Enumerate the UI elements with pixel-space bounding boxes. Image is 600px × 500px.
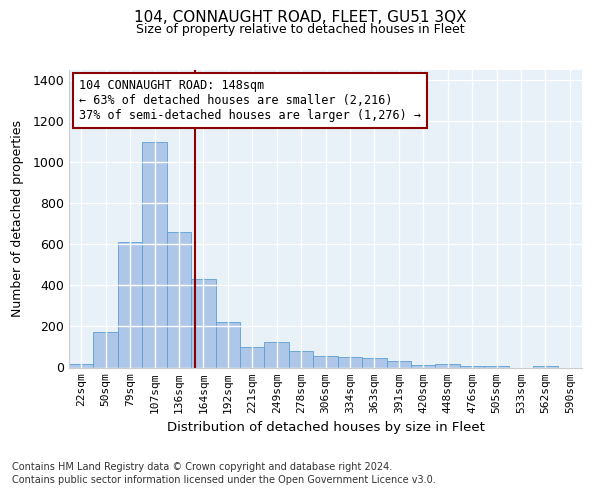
X-axis label: Distribution of detached houses by size in Fleet: Distribution of detached houses by size … <box>167 421 484 434</box>
Bar <box>289 351 313 368</box>
Text: 104 CONNAUGHT ROAD: 148sqm
← 63% of detached houses are smaller (2,216)
37% of s: 104 CONNAUGHT ROAD: 148sqm ← 63% of deta… <box>79 79 421 122</box>
Bar <box>460 366 484 368</box>
Bar <box>313 356 338 368</box>
Text: 104, CONNAUGHT ROAD, FLEET, GU51 3QX: 104, CONNAUGHT ROAD, FLEET, GU51 3QX <box>134 10 466 25</box>
Bar <box>338 357 362 368</box>
Y-axis label: Number of detached properties: Number of detached properties <box>11 120 24 318</box>
Bar <box>215 322 240 368</box>
Bar <box>265 342 289 367</box>
Bar <box>386 362 411 368</box>
Bar <box>240 347 265 368</box>
Bar <box>167 232 191 368</box>
Bar <box>191 280 215 368</box>
Text: Contains HM Land Registry data © Crown copyright and database right 2024.: Contains HM Land Registry data © Crown c… <box>12 462 392 472</box>
Text: Contains public sector information licensed under the Open Government Licence v3: Contains public sector information licen… <box>12 475 436 485</box>
Bar <box>533 366 557 368</box>
Bar <box>411 366 436 368</box>
Bar <box>94 332 118 368</box>
Bar <box>118 242 142 368</box>
Text: Size of property relative to detached houses in Fleet: Size of property relative to detached ho… <box>136 22 464 36</box>
Bar <box>484 366 509 368</box>
Bar <box>142 142 167 368</box>
Bar <box>362 358 386 368</box>
Bar <box>436 364 460 368</box>
Bar <box>69 364 94 368</box>
